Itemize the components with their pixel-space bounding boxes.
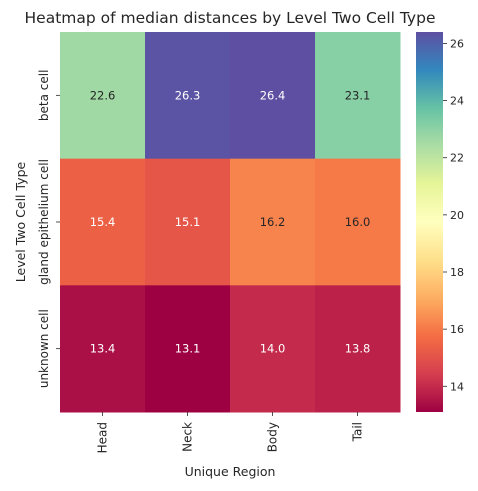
heatmap-cell — [145, 32, 231, 160]
heatmap-cell — [315, 158, 401, 286]
heatmap-cell — [315, 32, 401, 160]
cell-value-label: 15.4 — [90, 215, 116, 229]
y-tick-label: beta cell — [37, 70, 51, 122]
heatmap-cells: 22.6 26.3 26.4 23.1 15.4 15.1 16.2 16.0 13.4 13.1… — [60, 32, 401, 413]
chart-title: Heatmap of median distances by Level Two… — [25, 9, 436, 27]
x-axis-ticks: Head Neck Body Tail — [96, 412, 365, 453]
x-axis-label: Unique Region — [185, 464, 276, 479]
y-axis-label: Level Two Cell Type — [13, 161, 28, 282]
colorbar-tick-label: 16 — [450, 323, 464, 336]
cell-value-label: 23.1 — [345, 88, 371, 102]
cell-value-label: 14.0 — [260, 342, 286, 356]
x-tick-label: Body — [266, 422, 280, 452]
cell-value-label: 13.8 — [345, 342, 371, 356]
colorbar-tick-label: 14 — [450, 380, 464, 393]
heatmap-cell — [230, 158, 316, 286]
heatmap-cell — [60, 285, 146, 413]
x-tick-label: Neck — [181, 422, 195, 452]
y-tick-label: unknown cell — [37, 309, 51, 388]
cell-value-label: 13.4 — [90, 342, 116, 356]
heatmap-cell — [145, 158, 231, 286]
cell-value-label: 13.1 — [175, 342, 201, 356]
heatmap-cell — [60, 158, 146, 286]
heatmap-cell — [230, 32, 316, 160]
colorbar: 14 16 18 20 22 24 26 — [416, 32, 464, 412]
colorbar-tick-label: 26 — [450, 37, 464, 50]
heatmap-cell — [60, 32, 146, 160]
colorbar-tick-label: 20 — [450, 209, 464, 222]
heatmap-cell — [315, 285, 401, 413]
colorbar-tick-label: 18 — [450, 266, 464, 279]
cell-value-label: 16.0 — [345, 215, 371, 229]
cell-value-label: 26.3 — [175, 88, 201, 102]
colorbar-tick-label: 24 — [450, 95, 464, 108]
colorbar-gradient — [416, 32, 443, 412]
cell-value-label: 26.4 — [260, 88, 286, 102]
cell-value-label: 22.6 — [90, 88, 116, 102]
y-axis-ticks: beta cell gland epithelium cell unknown ce… — [37, 70, 60, 388]
heatmap-cell — [145, 285, 231, 413]
heatmap-cell — [230, 285, 316, 413]
x-tick-label: Head — [96, 422, 110, 453]
cell-value-label: 16.2 — [260, 215, 286, 229]
cell-value-label: 15.1 — [175, 215, 201, 229]
x-tick-label: Tail — [351, 422, 365, 442]
colorbar-tick-label: 22 — [450, 152, 464, 165]
y-tick-label: gland epithelium cell — [37, 159, 51, 285]
